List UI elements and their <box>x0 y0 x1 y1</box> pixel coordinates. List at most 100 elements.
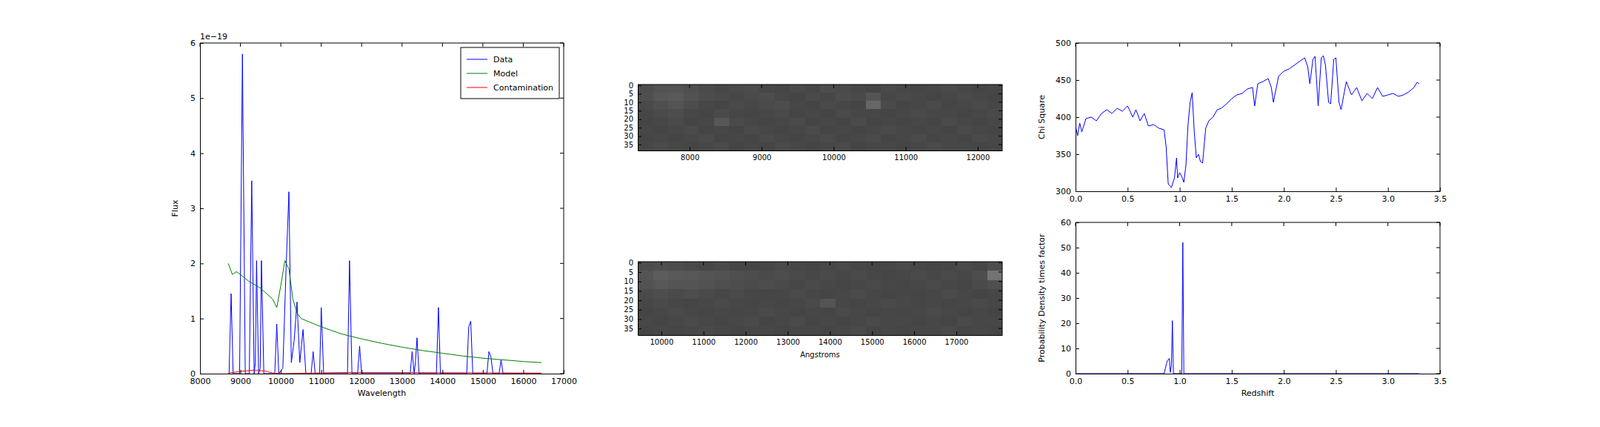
y-tick-mark <box>637 262 642 263</box>
y-tick-mark-right <box>1436 348 1440 349</box>
y-tick-mark <box>637 94 642 95</box>
image-cell <box>941 280 958 290</box>
image-cell <box>668 125 684 135</box>
image-cell <box>653 280 669 290</box>
image-cell <box>941 270 958 280</box>
image-cell <box>759 280 775 290</box>
image-cell <box>926 100 943 110</box>
y-tick-mark <box>637 271 642 273</box>
x-tick-mark <box>321 369 323 374</box>
image-cell <box>941 117 958 127</box>
image-cell <box>714 270 730 280</box>
x-tick-label: 14000 <box>818 337 843 346</box>
x-tick-label: 9000 <box>752 153 772 162</box>
image-cell <box>637 84 654 94</box>
image-cell <box>865 298 882 309</box>
image-cell <box>759 142 775 151</box>
image-cell <box>880 108 897 118</box>
image-cell <box>926 84 943 94</box>
image-cell <box>637 108 654 118</box>
y-tick-mark-right <box>998 144 1003 146</box>
x-tick-mark-top <box>200 42 201 47</box>
x-tick-mark <box>1127 187 1129 192</box>
chart-line: 0.00.51.01.52.02.53.03.50102030405060Red… <box>1037 217 1447 398</box>
image-cell <box>744 307 760 318</box>
x-tick: 12000 <box>348 369 375 386</box>
x-tick-mark <box>977 146 979 151</box>
x-tick-mark <box>914 331 915 335</box>
frame-top <box>200 42 564 44</box>
x-tick-label: 12000 <box>734 337 758 346</box>
image-cell <box>896 298 912 309</box>
image-cell <box>759 325 775 335</box>
image-cell <box>774 108 791 118</box>
x-tick: 1.5 <box>1225 369 1240 386</box>
image-cell <box>653 325 669 335</box>
x-tick: 15000 <box>860 331 885 346</box>
x-tick: 3.0 <box>1381 369 1395 386</box>
image-cell <box>911 92 927 102</box>
x-axis-line <box>200 373 565 375</box>
image-cell <box>880 325 897 335</box>
y-tick-mark <box>200 208 204 209</box>
x-tick-mark <box>1180 369 1181 374</box>
image-cell <box>850 134 866 143</box>
image-cell <box>759 316 775 326</box>
x-tick-mark-top <box>1179 222 1180 226</box>
x-tick-label: 0.0 <box>1069 376 1083 386</box>
x-tick-mark-top <box>833 84 835 89</box>
image-cell <box>698 142 715 151</box>
y-tick-label: 20 <box>623 114 634 123</box>
image-cell <box>820 100 836 110</box>
x-tick-label: 10000 <box>268 376 295 386</box>
y-tick-mark <box>200 153 204 155</box>
image-cell <box>637 316 654 326</box>
x-axis-title: Angstroms <box>800 350 840 359</box>
x-tick: 13000 <box>389 369 416 386</box>
image-cell <box>911 280 927 290</box>
legend-label: Contamination <box>493 82 554 93</box>
image-cell <box>759 108 775 118</box>
y-tick-mark-right <box>998 300 1003 301</box>
image-cell <box>987 325 1003 335</box>
y-tick-mark <box>1075 154 1080 155</box>
y-tick-mark <box>200 97 204 99</box>
image-cell <box>728 134 745 143</box>
x-tick-label: 16000 <box>902 337 927 346</box>
y-tick-mark-right <box>560 42 564 44</box>
x-tick-mark <box>689 146 691 151</box>
image-cell <box>683 307 700 318</box>
image-cell <box>668 307 684 318</box>
x-axis-line <box>638 334 1003 336</box>
image-cell <box>637 288 654 299</box>
image-cell <box>789 92 806 102</box>
image-cell <box>653 261 669 272</box>
image-cell <box>865 100 882 110</box>
image-cell <box>683 270 700 280</box>
y-tick-mark-right <box>560 152 564 154</box>
image-cell <box>683 125 700 135</box>
y-tick: 300 <box>1055 186 1080 197</box>
image-cell <box>835 142 852 151</box>
y-axis: 05101520253035 <box>623 258 642 336</box>
legend: DataModelContamination <box>460 47 560 99</box>
image-cell <box>744 261 760 272</box>
image-cell <box>820 142 836 151</box>
image-cell <box>789 117 806 127</box>
y-tick-label: 3 <box>190 203 196 214</box>
image-cell <box>835 288 852 299</box>
image-cell <box>744 325 760 335</box>
y-tick: 60 <box>1060 217 1080 228</box>
image-cell <box>744 100 760 110</box>
y-tick-mark <box>637 110 642 112</box>
image-cell <box>926 280 943 290</box>
x-tick: 12000 <box>966 146 991 162</box>
image-cell <box>926 142 943 151</box>
image-cell <box>987 288 1003 299</box>
x-tick-label: 15000 <box>860 337 885 346</box>
x-tick-mark <box>1335 187 1337 192</box>
image-cell <box>805 84 821 94</box>
x-tick: 10000 <box>649 331 674 346</box>
x-tick: 12000 <box>734 331 758 346</box>
y-tick-mark-right <box>1436 222 1440 223</box>
